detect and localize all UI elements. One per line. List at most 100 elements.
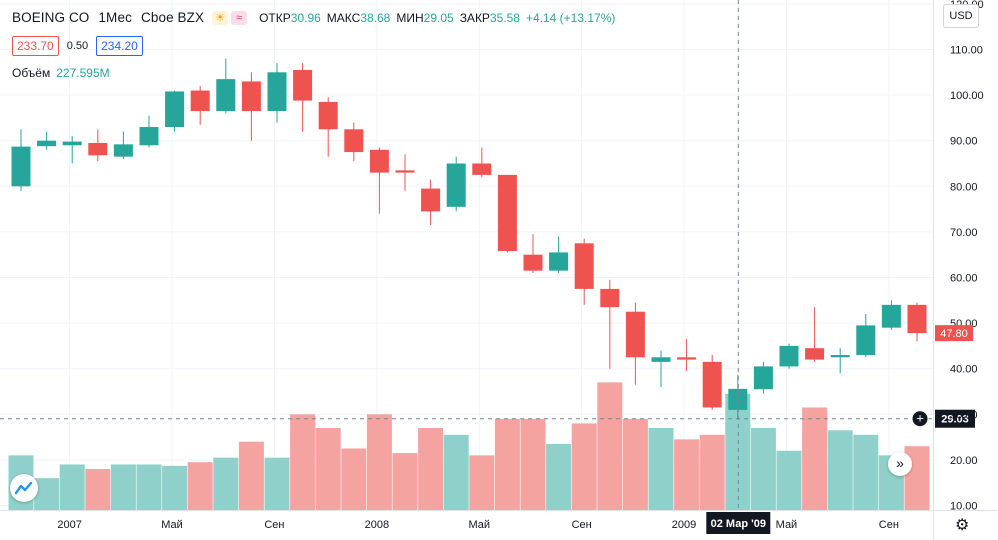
y-tick-label: 20.00	[950, 455, 978, 467]
volume-bar	[699, 434, 725, 510]
data-delay-icon: ≈	[231, 10, 248, 25]
candle-body	[241, 81, 261, 112]
volume-bar	[853, 434, 879, 510]
crosshair-price-label: 29.03	[941, 414, 969, 426]
candle-body	[37, 140, 57, 147]
x-tick-label: Сен	[879, 519, 899, 531]
volume-bar	[418, 427, 444, 510]
change-value: +4.14 (+13.17%)	[525, 10, 616, 25]
y-tick-label: 10.00	[950, 501, 978, 513]
volume-bar	[622, 418, 648, 510]
volume-value: 227.595M	[56, 66, 110, 80]
close-label: ЗАКР	[459, 10, 490, 25]
volume-bar	[290, 414, 316, 510]
candle-body	[395, 170, 415, 173]
candle-body	[907, 304, 927, 334]
last-price-box	[935, 325, 973, 342]
y-tick-label: 100.00	[950, 90, 984, 102]
volume-legend[interactable]: Объём 227.595M	[12, 66, 110, 80]
candle-body	[421, 188, 441, 212]
high-value: 38.68	[360, 10, 391, 25]
x-tick-label: Май	[776, 519, 798, 531]
bid-ask-row: 233.70 0.50 234.20	[12, 36, 143, 56]
candle-body	[549, 252, 569, 271]
currency-button[interactable]: USD	[943, 4, 979, 28]
candle-body	[190, 90, 210, 112]
candle-body	[881, 304, 901, 328]
candle-body	[523, 254, 543, 271]
x-tick-label: Май	[161, 519, 183, 531]
tradingview-logo-icon[interactable]	[10, 474, 38, 502]
close-value: 35.58	[489, 10, 520, 25]
candle-body	[318, 101, 338, 130]
grid-lines	[0, 0, 933, 510]
low-label: МИН	[396, 10, 424, 25]
y-tick-label: 80.00	[950, 181, 978, 193]
crosshair-date-box	[706, 512, 771, 534]
volume-bar	[136, 464, 162, 510]
volume-bar	[520, 418, 546, 510]
volume-bar	[674, 439, 700, 510]
volume-bar	[110, 464, 136, 510]
candle-body	[267, 72, 287, 112]
candle-body	[728, 388, 748, 410]
volume-bar	[443, 434, 469, 510]
y-tick-label: 60.00	[950, 273, 978, 285]
y-tick-label: 40.00	[950, 364, 978, 376]
candle-body	[497, 174, 517, 252]
y-tick-label: 90.00	[950, 136, 978, 148]
spread-value: 0.50	[66, 40, 89, 52]
volume-bar	[213, 457, 239, 510]
volume-bar	[264, 457, 290, 510]
volume-bar	[494, 418, 520, 510]
crosshair-price-box	[935, 409, 975, 428]
y-tick-label: 70.00	[950, 227, 978, 239]
buy-button[interactable]: 234.20	[96, 36, 143, 56]
candle-body	[574, 243, 594, 289]
symbol-name[interactable]: BOEING CO	[12, 10, 90, 25]
volume-bar	[827, 430, 853, 510]
open-label: ОТКР	[259, 10, 291, 25]
candle-body	[165, 91, 185, 128]
scroll-to-realtime-button[interactable]: »	[888, 452, 912, 476]
candle-body	[600, 288, 620, 308]
settings-gear-icon[interactable]: ⚙	[955, 517, 970, 534]
volume-bar	[802, 407, 828, 510]
volume-bar	[34, 478, 60, 510]
candle-body	[779, 345, 799, 367]
candle-body	[113, 144, 133, 157]
last-price-label: 47.80	[940, 328, 968, 340]
high-label: МАКС	[326, 10, 361, 25]
candle-body	[651, 357, 671, 362]
volume-bar	[162, 465, 188, 510]
volume-bar	[392, 453, 418, 510]
low-value: 29.05	[423, 10, 454, 25]
candle-body	[62, 141, 82, 146]
interval[interactable]: 1Мес	[98, 10, 132, 25]
candle-body	[344, 129, 364, 153]
candle-body	[805, 348, 825, 360]
y-tick-label: 110.00	[950, 45, 983, 57]
volume-bar	[750, 427, 776, 510]
candle-body	[446, 163, 466, 207]
x-tick-label: 2007	[57, 519, 81, 531]
candle-body	[216, 79, 236, 112]
candle-body	[753, 366, 773, 390]
crosshair: +29.03 02 Мар '09	[0, 0, 975, 534]
plus-glyph: +	[916, 411, 924, 426]
x-tick-label: Сен	[572, 519, 592, 531]
volume-bar	[85, 469, 111, 510]
volume-bar	[571, 423, 597, 510]
candle-body	[139, 127, 159, 146]
volume-bars	[8, 382, 930, 510]
add-alert-plus-icon	[911, 410, 929, 428]
open-value: 30.96	[290, 10, 321, 25]
market-hours-icon: ☀	[212, 10, 229, 25]
volume-label: Объём	[12, 66, 51, 80]
crosshair-date-label: 02 Мар '09	[711, 518, 766, 530]
volume-bar	[546, 443, 572, 510]
candle-body	[11, 146, 31, 187]
sell-button[interactable]: 233.70	[12, 36, 59, 56]
candle-body	[472, 163, 492, 175]
